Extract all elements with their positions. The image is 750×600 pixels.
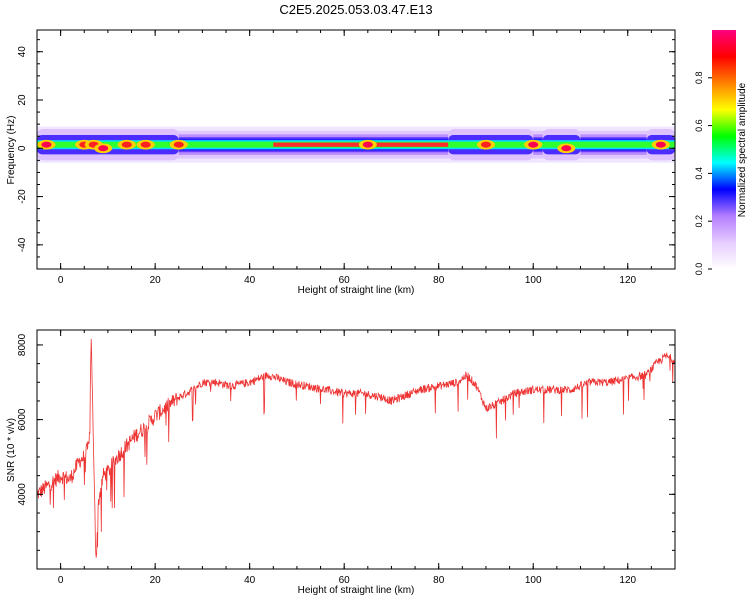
- heatmap-hotspot: [173, 141, 184, 148]
- x-tick-label: 0: [58, 575, 64, 586]
- y-tick-label: 20: [17, 94, 28, 106]
- x-tick-label: 20: [150, 275, 162, 286]
- x-tick-label: 100: [525, 275, 542, 286]
- x-tick-label: 40: [244, 575, 256, 586]
- snr-line: [37, 338, 675, 558]
- snr-xlabel: Height of straight line (km): [298, 585, 415, 596]
- x-tick-label: 60: [339, 575, 351, 586]
- y-tick-label: 0: [17, 145, 28, 151]
- heatmap-axes: 0 20 40 60 80 100 120 40 20 0 -20 -40: [17, 30, 676, 286]
- heatmap-frame: [36, 29, 676, 270]
- x-tick-label: 80: [433, 275, 445, 286]
- heatmap-hotspot: [655, 141, 666, 148]
- colorbar-tick-label: 0.6: [694, 119, 704, 132]
- colorbar-tick-label: 0.8: [694, 72, 704, 85]
- y-tick-label: 40: [17, 46, 28, 58]
- x-tick-label: 100: [525, 575, 542, 586]
- heatmap-cells: [37, 126, 675, 163]
- y-tick-label: 8000: [17, 333, 28, 356]
- colorbar-tick-label: 0.4: [694, 167, 704, 180]
- heatmap-hotspot: [561, 145, 572, 152]
- snr-panel: 0 20 40 60 80 100 120 8000 6000 4000 Height of st…: [6, 329, 676, 596]
- heatmap-hotspot: [121, 141, 132, 148]
- colorbar-label: Normalized spectral amplitude: [737, 82, 748, 217]
- heatmap-hotspot: [528, 141, 539, 148]
- y-tick-label: 4000: [17, 483, 28, 506]
- colorbar: 0.0 0.2 0.4 0.6 0.8 Normalized spectral ampl…: [694, 30, 748, 275]
- x-tick-label: 0: [58, 275, 64, 286]
- colorbar-tick-label: 0.2: [694, 215, 704, 228]
- x-tick-label: 40: [244, 275, 256, 286]
- colorbar-tick-label: 0.0: [694, 263, 704, 276]
- chart-title: C2E5.2025.053.03.47.E13: [279, 2, 432, 17]
- x-tick-label: 120: [619, 275, 636, 286]
- heatmap-hotspot: [140, 141, 151, 148]
- heatmap-ylabel: Frequency (Hz): [6, 116, 17, 185]
- x-tick-label: 60: [339, 275, 351, 286]
- x-tick-label: 120: [619, 575, 636, 586]
- x-tick-label: 20: [150, 575, 162, 586]
- colorbar-gradient: [712, 30, 736, 269]
- colorbar-ticks: 0.0 0.2 0.4 0.6 0.8: [694, 72, 712, 276]
- y-tick-label: 6000: [17, 408, 28, 431]
- heatmap-panel: 0 20 40 60 80 100 120 40 20 0 -20 -40 Height of str…: [6, 29, 676, 296]
- heatmap-hotspot: [41, 141, 52, 148]
- snr-axes: 0 20 40 60 80 100 120 8000 6000 4000: [17, 330, 676, 586]
- snr-ylabel: SNR (10 * v/v): [6, 418, 17, 482]
- heatmap-xlabel: Height of straight line (km): [298, 285, 415, 296]
- x-tick-label: 80: [433, 575, 445, 586]
- heatmap-hotspot: [98, 145, 109, 152]
- snr-frame: [36, 329, 676, 570]
- y-tick-label: -40: [17, 237, 28, 252]
- heatmap-hotspot: [362, 141, 373, 148]
- heatmap-hotspot: [480, 141, 491, 148]
- y-tick-label: -20: [17, 189, 28, 204]
- snr-series: [37, 338, 675, 558]
